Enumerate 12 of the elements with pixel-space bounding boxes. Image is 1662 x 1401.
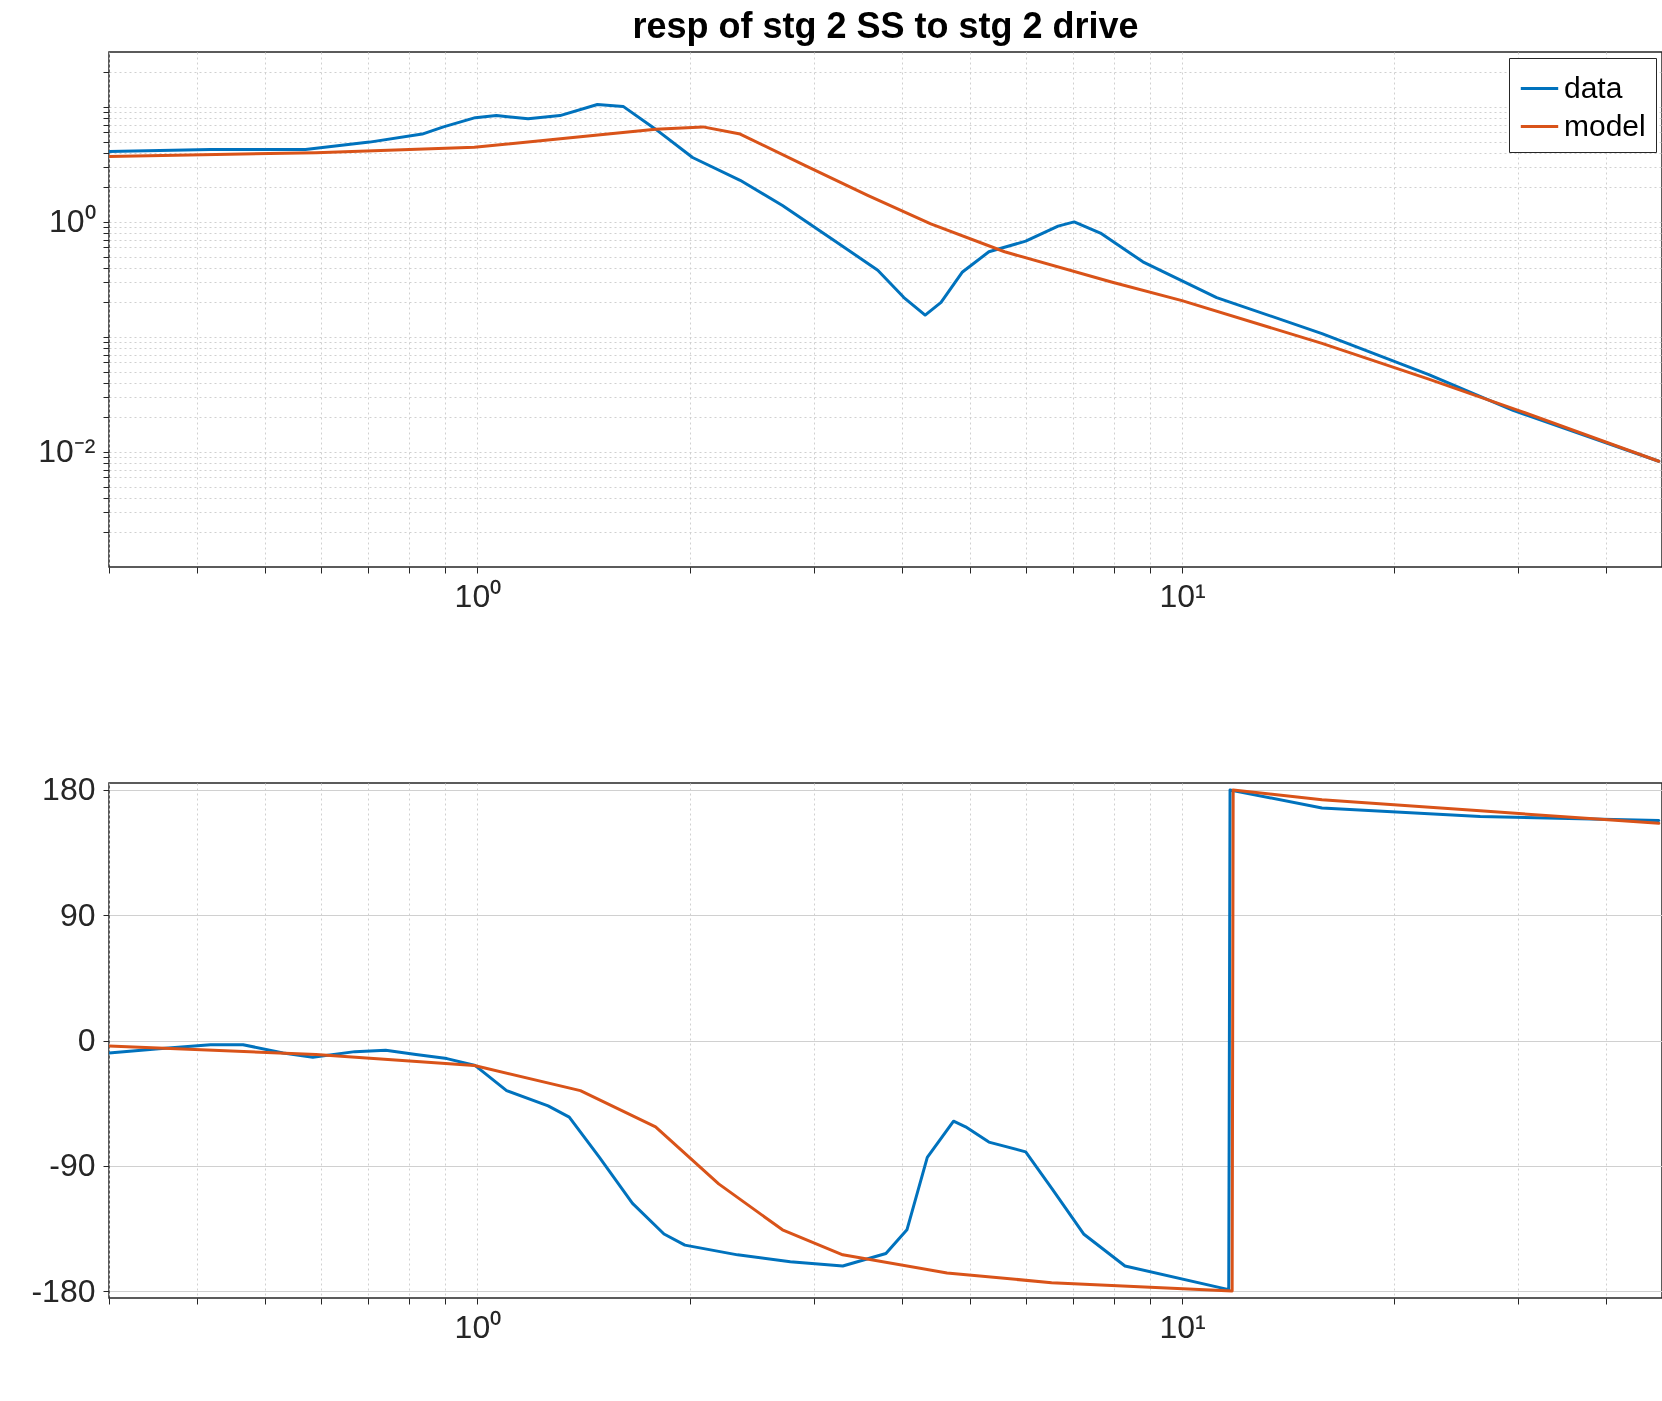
y-tick-label: 10⁻² bbox=[38, 433, 96, 470]
y-tick-label: 180 bbox=[42, 771, 96, 808]
x-tick-label: 10¹ bbox=[1159, 1308, 1206, 1345]
legend-label: data bbox=[1564, 70, 1623, 104]
y-tick-label: 0 bbox=[77, 1022, 96, 1058]
y-tick-label: 10⁰ bbox=[48, 203, 96, 240]
y-tick-label: -180 bbox=[31, 1272, 96, 1309]
y-tick-label: 90 bbox=[59, 896, 96, 933]
legend-label: model bbox=[1564, 108, 1646, 142]
chart-title: resp of stg 2 SS to stg 2 drive bbox=[632, 5, 1139, 46]
x-tick-label: 10¹ bbox=[1159, 577, 1206, 614]
y-tick-label: -90 bbox=[49, 1147, 96, 1184]
